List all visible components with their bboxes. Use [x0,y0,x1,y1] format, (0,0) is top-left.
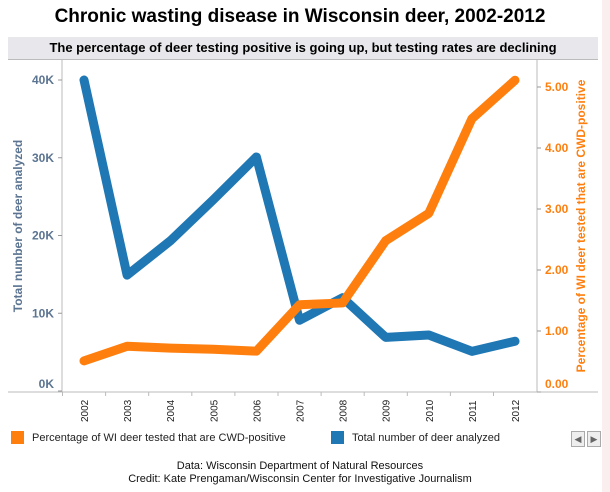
next-arrow-icon[interactable]: ▶ [587,431,601,447]
x-tick-label: 2004 [166,399,177,422]
right-tick-label: 3.00 [545,202,569,216]
x-tick-label: 2007 [296,399,307,422]
right-axis-title: Percentage of WI deer tested that are CW… [574,79,588,372]
right-tick-label: 4.00 [545,141,569,155]
chart-title: Chronic wasting disease in Wisconsin dee… [54,6,546,27]
right-tick-label: 1.00 [545,324,569,338]
legend-item-percentage[interactable]: Percentage of WI deer tested that are CW… [11,431,286,444]
legend-item-total[interactable]: Total number of deer analyzed [331,431,500,444]
legend-swatch-orange [11,431,24,444]
left-tick-label: 20K [32,229,54,243]
x-tick-label: 2012 [511,399,522,422]
credit: Credit: Kate Prengaman/Wisconsin Center … [128,473,472,485]
right-tick-label: 0.00 [545,377,569,391]
right-tick-label: 5.00 [545,80,569,94]
data-source: Data: Wisconsin Department of Natural Re… [176,460,424,472]
right-tick-label: 2.00 [545,263,569,277]
legend-label: Total number of deer analyzed [352,431,500,444]
x-tick-label: 2005 [209,399,220,422]
chart-subtitle: The percentage of deer testing positive … [8,37,598,60]
x-tick-label: 2011 [468,400,479,422]
left-axis-title: Total number of deer analyzed [11,140,25,312]
x-tick-label: 2010 [425,399,436,422]
legend-label: Percentage of WI deer tested that are CW… [32,431,286,444]
x-tick-label: 2009 [382,399,393,422]
line-chart: 0K 10K 20K 30K 40K 0.00 1.00 2.00 3.00 4.00 5.00 20… [8,60,598,422]
x-tick-label: 2006 [252,399,263,422]
x-tick-label: 2002 [80,399,91,422]
x-tick-label: 2008 [339,399,350,422]
left-tick-label: 30K [32,151,54,165]
footer: Data: Wisconsin Department of Natural Re… [0,460,600,486]
prev-arrow-icon[interactable]: ◀ [571,431,585,447]
left-tick-label: 0K [39,377,55,391]
page-edge [602,0,610,492]
left-tick-label: 10K [32,306,54,320]
x-tick-label: 2003 [123,399,134,422]
legend-swatch-blue [331,431,344,444]
left-tick-label: 40K [32,73,54,87]
